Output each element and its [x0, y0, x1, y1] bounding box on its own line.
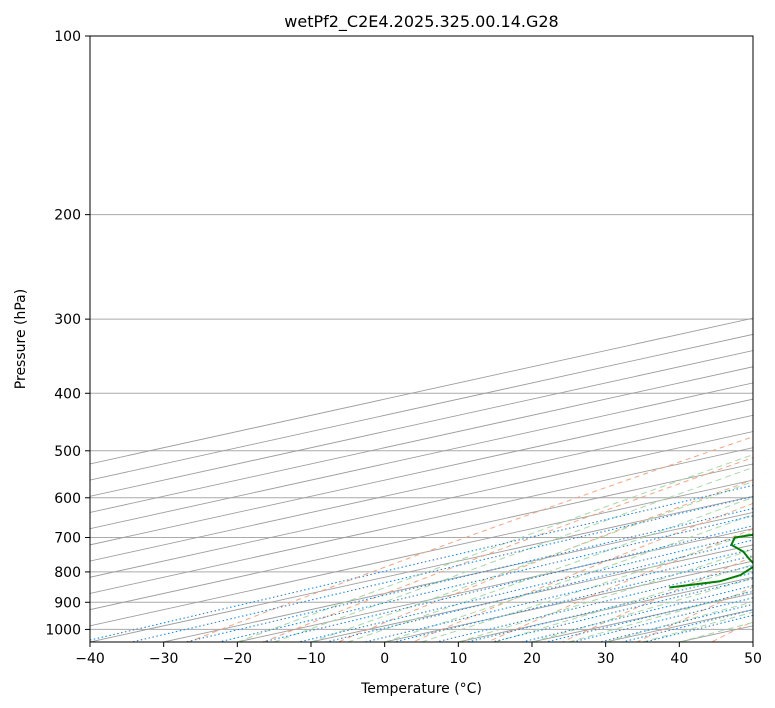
x-tick-label: −10	[296, 651, 326, 667]
x-tick-label: 40	[670, 651, 688, 667]
moist-adiabat	[310, 481, 753, 642]
skewed-isotherm-line	[310, 544, 753, 642]
skewed-isotherm-line	[90, 495, 753, 642]
y-tick-label: 900	[54, 595, 81, 611]
mixing-ratio-line	[90, 484, 753, 641]
mixing-ratio-lines	[90, 484, 753, 642]
mixing-ratio-line	[622, 609, 753, 642]
plot-frame	[89, 35, 754, 643]
skewed-isotherm-line	[90, 414, 753, 562]
mixing-ratio-line	[546, 590, 753, 642]
skewed-isotherm-line	[163, 512, 753, 642]
mixing-ratio-line	[299, 533, 753, 642]
skewed-isotherm-line	[384, 560, 753, 642]
skewed-isotherm-line	[90, 317, 753, 465]
x-tick-label: 0	[380, 651, 389, 667]
x-tick-label: 30	[597, 651, 615, 667]
moist-adiabat	[458, 548, 753, 642]
skewed-isotherm-line	[90, 333, 753, 481]
y-tick-label: 800	[54, 565, 81, 581]
mixing-ratio-line	[325, 539, 753, 642]
moist-adiabat	[274, 466, 753, 642]
mixing-ratio-line	[365, 548, 753, 642]
y-tick-label: 600	[54, 491, 81, 507]
x-tick-label: −30	[149, 651, 179, 667]
chart-title: wetPf2_C2E4.2025.325.00.14.G28	[284, 12, 558, 32]
x-tick-label: 10	[449, 651, 467, 667]
skewed-isotherm-line	[531, 592, 753, 642]
y-tick-label: 100	[54, 29, 81, 45]
mixing-ratio-line	[436, 564, 753, 642]
skewed-isotherm-line	[237, 528, 753, 642]
moist-adiabat	[531, 577, 753, 642]
mixing-ratio-line	[492, 578, 753, 642]
x-tick-label: 20	[523, 651, 541, 667]
y-tick-label: 300	[54, 312, 81, 328]
y-tick-label: 400	[54, 386, 81, 402]
mixing-ratio-line	[218, 515, 753, 642]
moist-adiabat	[568, 589, 753, 642]
dry-adiabat	[338, 479, 753, 642]
y-axis-label: Pressure (hPa)	[13, 289, 29, 389]
skewed-isotherm-line	[90, 431, 753, 578]
x-tick-label: 50	[744, 651, 762, 667]
x-axis: −40 −30 −20 −10 0 10 20 30 40 50	[75, 642, 762, 667]
skewed-isotherm-grid	[90, 317, 753, 642]
dry-adiabat	[412, 502, 753, 642]
skewed-isotherm-line	[90, 398, 753, 546]
moist-adiabat	[421, 531, 753, 642]
y-tick-label: 1000	[45, 622, 81, 638]
mixing-ratio-line	[185, 507, 753, 642]
x-axis-label: Temperature (°C)	[360, 681, 482, 697]
moist-adiabat	[347, 496, 753, 642]
moist-adiabat	[495, 564, 753, 642]
skewed-isotherm-line	[752, 641, 753, 642]
isobar-grid	[90, 36, 753, 630]
y-tick-label: 700	[54, 531, 81, 547]
skewed-isotherm-line	[458, 576, 753, 642]
skewed-isotherm-line	[90, 447, 753, 594]
y-tick-label: 200	[54, 208, 81, 224]
dry-adiabat	[188, 436, 753, 642]
x-tick-label: −40	[75, 651, 105, 667]
y-axis: 100 200 300 400 500 600 700 800 900 1000	[45, 29, 90, 638]
skewed-isotherm-line	[90, 479, 753, 627]
skewed-isotherm-line	[605, 609, 753, 642]
moist-adiabat	[642, 611, 753, 642]
x-tick-label: −20	[223, 651, 253, 667]
skewed-isotherm-line	[679, 625, 753, 642]
y-tick-label: 500	[54, 444, 81, 460]
skewed-isotherm-line	[90, 463, 753, 611]
dry-adiabats	[188, 436, 753, 642]
